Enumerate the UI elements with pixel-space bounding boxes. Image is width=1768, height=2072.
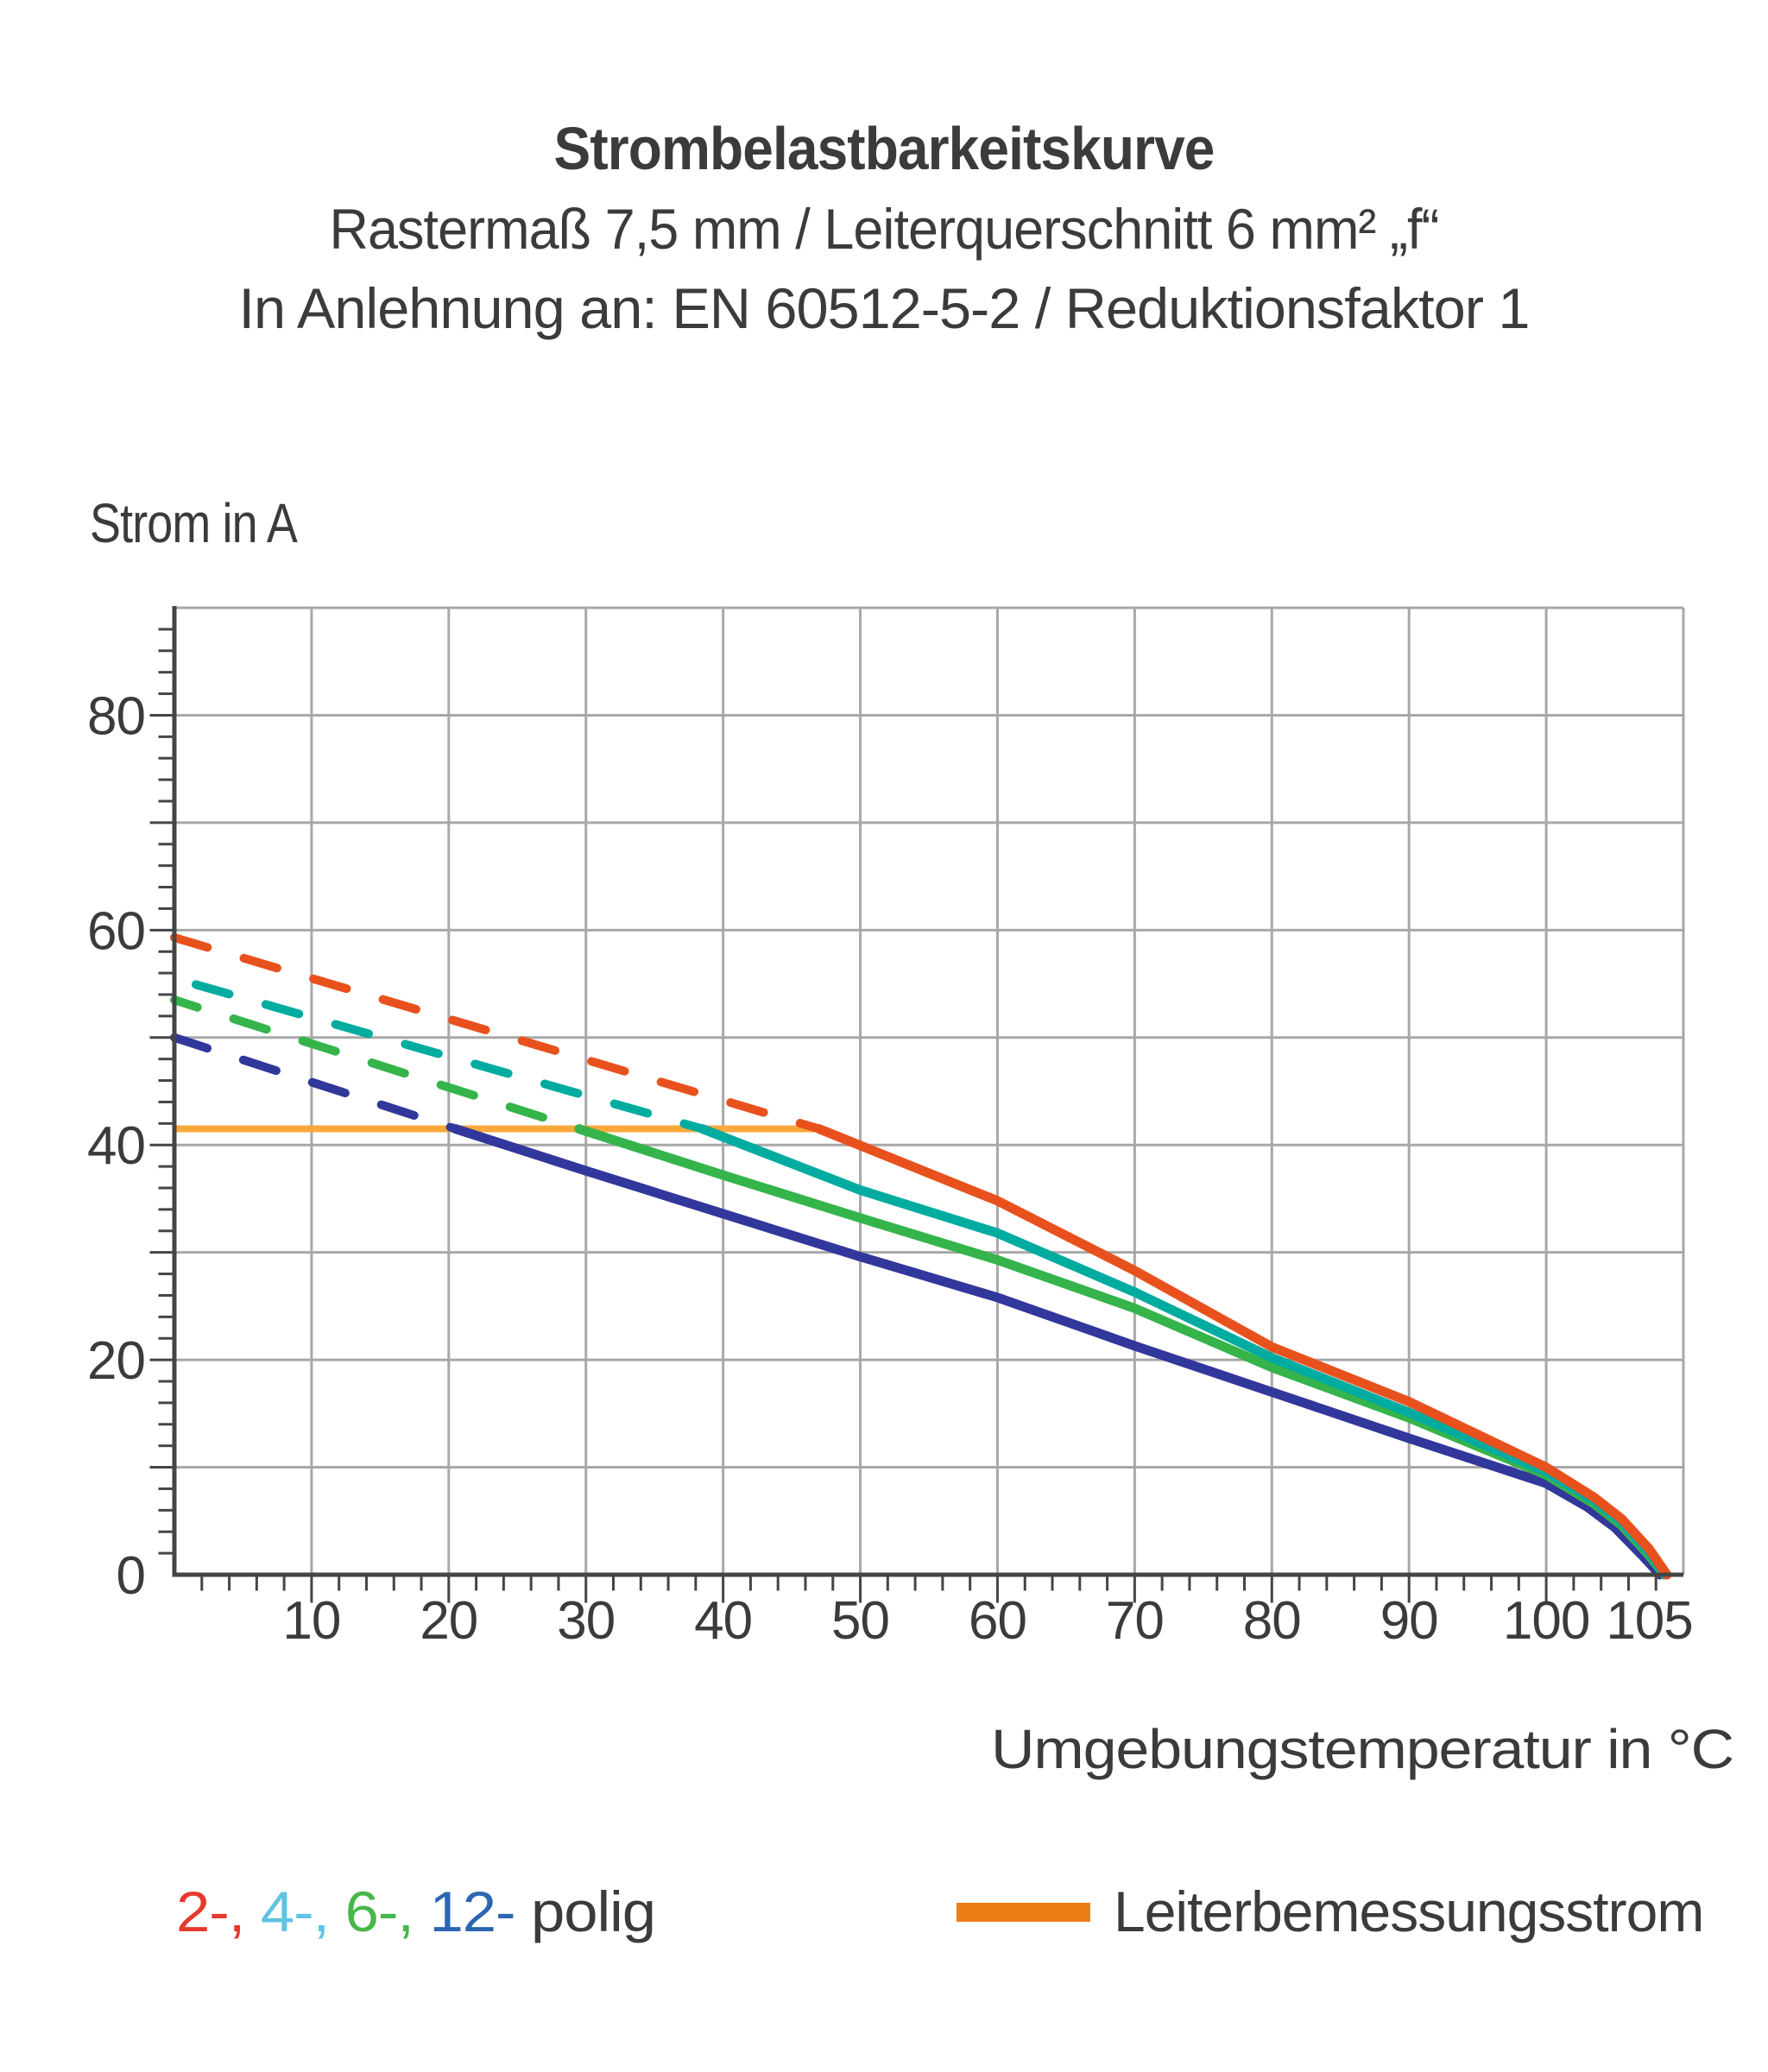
curve-6-polig-dashed — [170, 995, 584, 1134]
legend-part-12: 12- — [414, 1879, 515, 1943]
chart-title-line-3: In Anlehnung an: EN 60512-5-2 / Reduktio… — [239, 276, 1530, 340]
x-tick-label-20: 20 — [420, 1591, 477, 1651]
curve-12-polig-solid — [451, 1124, 1665, 1580]
rated-current-legend-swatch — [957, 1903, 1090, 1922]
curve-6-polig-solid — [574, 1124, 1670, 1580]
y-axis-title: Strom in A — [90, 492, 298, 554]
curve-4-polig-solid — [698, 1124, 1670, 1580]
legend-pole-counts: 2-, 4-, 6-, 12- polig — [176, 1879, 655, 1943]
legend-part-2: 2-, — [176, 1879, 244, 1943]
x-tick-label-100: 100 — [1503, 1591, 1589, 1651]
legend-part-4: 4-, — [244, 1879, 329, 1943]
x-axis-title: Umgebungstemperatur in °C — [991, 1718, 1733, 1780]
y-tick-label-80: 80 — [87, 686, 145, 746]
chart-title-line-1: Strombelastbarkeitskurve — [554, 115, 1215, 182]
x-tick-label-60: 60 — [969, 1591, 1026, 1651]
legend-part-polig: polig — [515, 1879, 655, 1943]
x-tick-label-30: 30 — [557, 1591, 615, 1651]
plot-area: 10 20 30 40 50 60 70 80 90 100 105 0 20 40 60 80 — [87, 606, 1694, 1651]
curve-2-polig-solid — [814, 1124, 1672, 1580]
x-tick-label-80: 80 — [1243, 1591, 1301, 1651]
x-tick-label-105: 105 — [1606, 1591, 1692, 1651]
x-tick-label-10: 10 — [282, 1591, 340, 1651]
legend: 2-, 4-, 6-, 12- polig Leiterbemessungsst… — [176, 1879, 1704, 1943]
y-tick-label-20: 20 — [87, 1331, 145, 1391]
chart-title-line-2: Rastermaß 7,5 mm / Leiterquerschnitt 6 m… — [330, 197, 1439, 261]
legend-part-6: 6-, — [329, 1879, 414, 1943]
y-tick-label-0: 0 — [117, 1546, 145, 1606]
y-tick-label-40: 40 — [87, 1116, 145, 1176]
x-tick-label-70: 70 — [1106, 1591, 1164, 1651]
rated-current-legend-label: Leiterbemessungsstrom — [1114, 1879, 1703, 1943]
x-tick-label-50: 50 — [831, 1591, 889, 1651]
y-tick-label-60: 60 — [87, 901, 145, 961]
curve-4-polig-dashed — [170, 974, 707, 1134]
x-tick-label-40: 40 — [694, 1591, 752, 1651]
x-tick-label-90: 90 — [1380, 1591, 1438, 1651]
curve-12-polig-dashed — [170, 1033, 460, 1134]
